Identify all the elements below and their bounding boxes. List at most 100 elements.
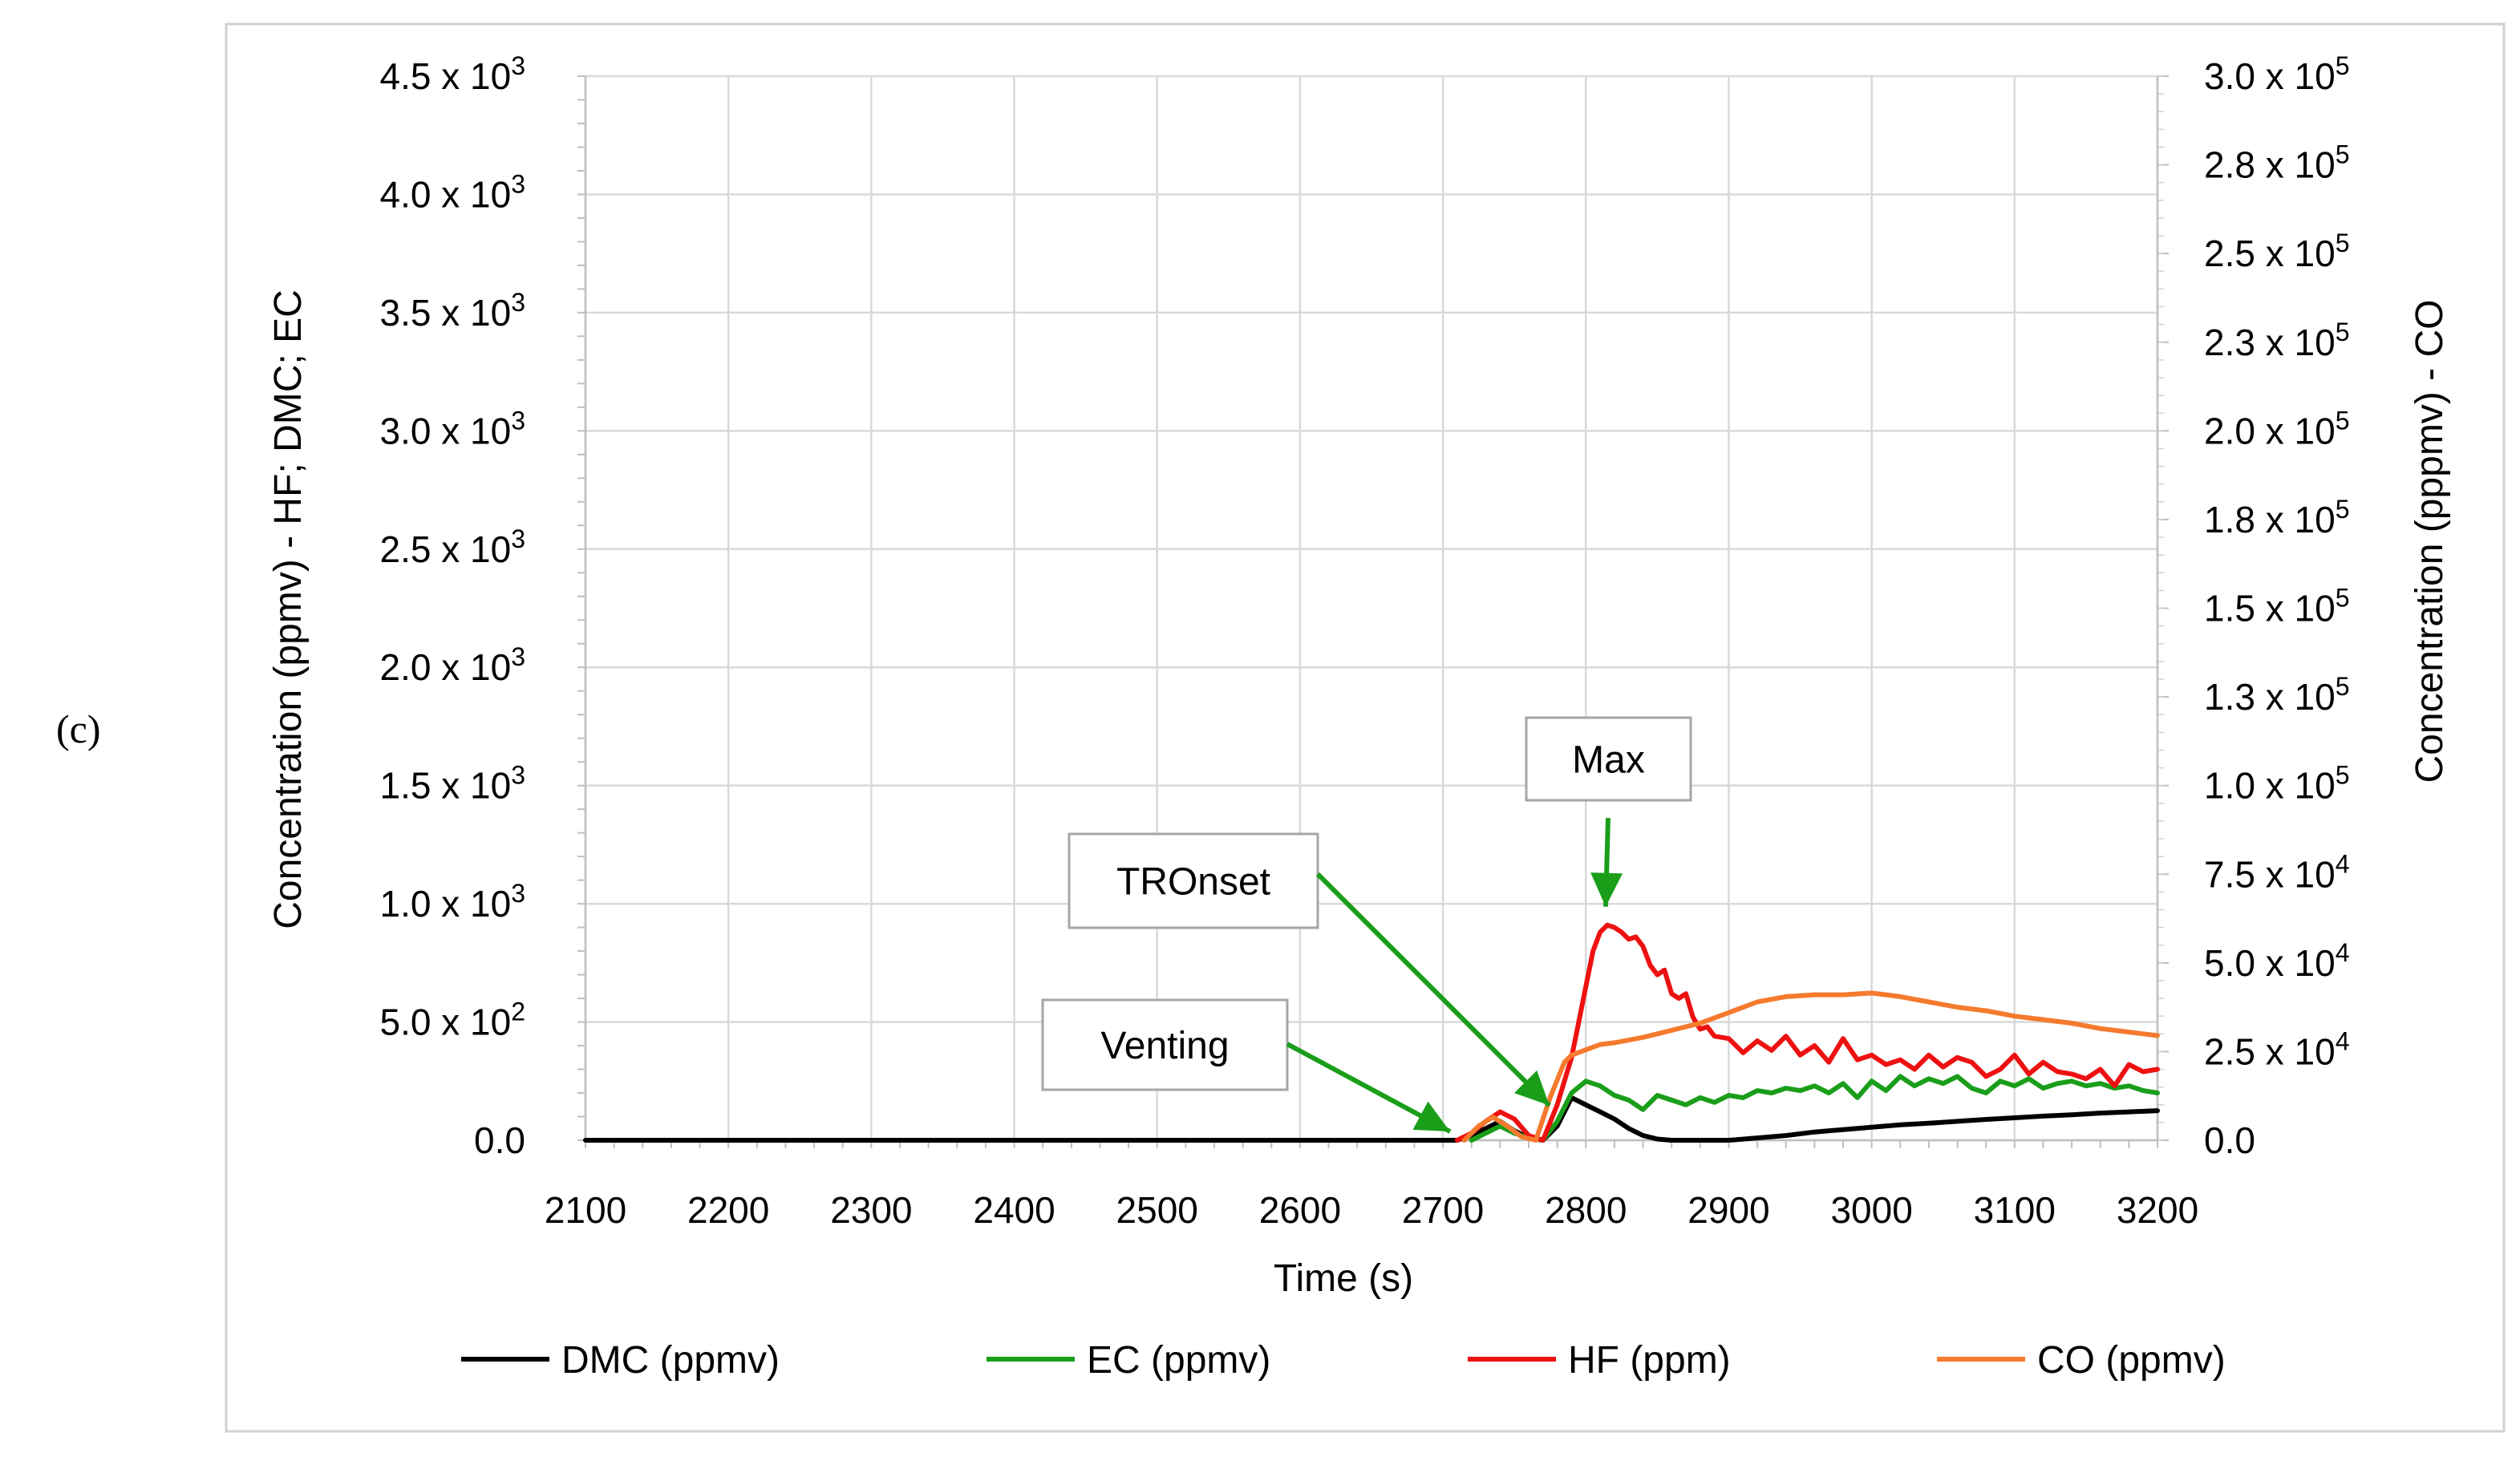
y-right-tick-label: 1.8 x 105 (2204, 495, 2349, 540)
legend-label-dmc: DMC (ppmv) (561, 1339, 780, 1382)
y-right-tick-label-mantissa: 7.5 x 10 (2204, 853, 2336, 895)
y-left-tick-label: 5.0 x 102 (380, 998, 525, 1043)
y-right-tick-label: 1.3 x 105 (2204, 672, 2349, 718)
y-left-tick-label-mantissa: 1.0 x 10 (380, 883, 512, 925)
annotations: Venting TROnset Max (1041, 716, 1692, 1134)
x-tick-label: 2600 (1259, 1189, 1341, 1231)
y-left-tick-label-exponent: 3 (511, 169, 525, 198)
x-tick-label: 2300 (830, 1189, 912, 1231)
y-right-tick-label: 1.5 x 105 (2204, 584, 2349, 629)
legend: DMC (ppmv) EC (ppmv) HF (ppm) CO (ppmv) (461, 1339, 2226, 1382)
y-right-tick-label-exponent: 5 (2336, 229, 2350, 257)
annotation-max-label: Max (1572, 739, 1645, 782)
annotation-tronset-label: TROnset (1116, 861, 1270, 904)
legend-label-co: CO (ppmv) (2037, 1339, 2226, 1382)
y-left-tick-label-exponent: 3 (511, 761, 525, 790)
y-left-tick-label: 2.0 x 103 (380, 642, 525, 688)
y-right-tick-label-exponent: 5 (2336, 761, 2350, 790)
x-tick-label: 2800 (1545, 1189, 1627, 1231)
y-right-tick-label-mantissa: 1.8 x 10 (2204, 499, 2336, 540)
y-right-tick-label-mantissa: 2.5 x 10 (2204, 1030, 2336, 1072)
y-right-tick-label-exponent: 4 (2336, 938, 2350, 967)
y-right-tick-label-exponent: 5 (2336, 495, 2350, 524)
x-tick-label: 2500 (1116, 1189, 1198, 1231)
y-axis-left-title: Concentration (ppmv) - HF; DMC; EC (267, 289, 310, 929)
y-right-tick-label: 1.0 x 105 (2204, 761, 2349, 807)
y-left-tick-label-mantissa: 4.5 x 10 (380, 55, 512, 97)
y-left-tick-label-mantissa: 1.5 x 10 (380, 765, 512, 807)
y-left-tick-label: 3.0 x 103 (380, 406, 525, 451)
grid (584, 75, 2159, 1142)
y-left-tick-label-mantissa: 3.0 x 10 (380, 410, 512, 451)
y-right-tick-label-exponent: 5 (2336, 318, 2350, 346)
y-right-tick-label-exponent: 5 (2336, 406, 2350, 435)
y-right-tick-label-exponent: 5 (2336, 672, 2350, 701)
y-right-tick-label-mantissa: 1.5 x 10 (2204, 588, 2336, 629)
y-right-tick-label: 2.5 x 105 (2204, 229, 2349, 274)
y-left-tick-label-exponent: 3 (511, 879, 525, 908)
y-right-tick-label: 0.0 (2204, 1119, 2255, 1161)
series-lines (583, 922, 2160, 1143)
y-left-tick-label-exponent: 3 (511, 51, 525, 80)
axes: 2100 2200 2300 2400 2500 2600 2700 2800 2900 3000… (380, 51, 2350, 1231)
y-left-tick-label: 2.5 x 103 (380, 524, 525, 570)
y-right-tick-label-mantissa: 2.5 x 10 (2204, 233, 2336, 274)
x-tick-label: 2100 (545, 1189, 626, 1231)
x-tick-label: 3200 (2117, 1189, 2198, 1231)
y-right-tick-label-mantissa: 2.0 x 10 (2204, 410, 2336, 451)
y-right-tick-label: 7.5 x 104 (2204, 849, 2349, 895)
y-left-tick-label: 1.5 x 103 (380, 761, 525, 807)
x-tick-label: 3000 (1830, 1189, 1912, 1231)
annotation-venting-label: Venting (1100, 1025, 1229, 1067)
panel-label: (c) (56, 706, 101, 751)
y-left-tick-label-exponent: 3 (511, 524, 525, 553)
annotation-venting-arrow-head (1412, 1101, 1450, 1132)
y-left-tick-label-mantissa: 3.5 x 10 (380, 292, 512, 334)
y-left-tick-label-mantissa: 0.0 (474, 1119, 525, 1161)
y-left-tick-label-exponent: 3 (511, 642, 525, 671)
y-right-tick-label-mantissa: 1.0 x 10 (2204, 765, 2336, 807)
y-left-tick-label-mantissa: 5.0 x 10 (380, 1002, 512, 1043)
y-left-tick-label: 0.0 (474, 1119, 525, 1161)
y-left-tick-label-exponent: 3 (511, 288, 525, 317)
series-line-ec (1469, 1074, 2160, 1143)
y-left-tick-label-exponent: 2 (511, 998, 525, 1026)
x-tick-label: 2400 (973, 1189, 1055, 1231)
x-tick-label: 2200 (687, 1189, 769, 1231)
y-right-tick-label-mantissa: 0.0 (2204, 1119, 2255, 1161)
y-right-tick-label-exponent: 5 (2336, 51, 2350, 80)
annotation-tronset-arrow-shaft (1315, 872, 1551, 1107)
y-left-tick-label: 4.0 x 103 (380, 169, 525, 215)
y-right-tick-label: 5.0 x 104 (2204, 938, 2349, 984)
x-tick-label: 2900 (1687, 1189, 1769, 1231)
y-left-tick-label-mantissa: 4.0 x 10 (380, 173, 512, 215)
y-left-tick-label: 1.0 x 103 (380, 879, 525, 925)
y-right-tick-label-exponent: 4 (2336, 849, 2350, 878)
y-right-tick-label-exponent: 5 (2336, 140, 2350, 169)
series-line-hf (1454, 922, 2160, 1143)
legend-label-hf: HF (ppm) (1568, 1339, 1731, 1382)
x-tick-label: 2700 (1402, 1189, 1484, 1231)
series-line-co (1461, 990, 2160, 1143)
y-left-tick-label: 4.5 x 103 (380, 51, 525, 97)
annotation-venting-box (1041, 998, 1289, 1091)
y-right-tick-label: 2.5 x 104 (2204, 1026, 2349, 1072)
legend-label-ec: EC (ppmv) (1087, 1339, 1270, 1382)
y-right-tick-label-mantissa: 1.3 x 10 (2204, 676, 2336, 718)
y-axis-right-title: Concentration (pppmv) - CO (2409, 300, 2451, 783)
x-axis-title: Time (s) (1274, 1257, 1413, 1300)
y-right-tick-label: 3.0 x 105 (2204, 51, 2349, 97)
y-left-tick-label: 3.5 x 103 (380, 288, 525, 334)
y-right-tick-label: 2.0 x 105 (2204, 406, 2349, 451)
annotation-tronset-box (1068, 832, 1319, 929)
y-left-tick-label-mantissa: 2.5 x 10 (380, 528, 512, 570)
annotation-max-arrow-head (1590, 872, 1623, 907)
annotation-tronset-arrow-head (1513, 1070, 1550, 1106)
y-right-tick-label-mantissa: 3.0 x 10 (2204, 55, 2336, 97)
y-right-tick-label-exponent: 5 (2336, 584, 2350, 613)
y-right-tick-label: 2.3 x 105 (2204, 318, 2349, 363)
y-right-tick-label-mantissa: 2.8 x 10 (2204, 144, 2336, 186)
y-right-tick-label-mantissa: 2.3 x 10 (2204, 322, 2336, 363)
y-left-tick-label-mantissa: 2.0 x 10 (380, 646, 512, 688)
